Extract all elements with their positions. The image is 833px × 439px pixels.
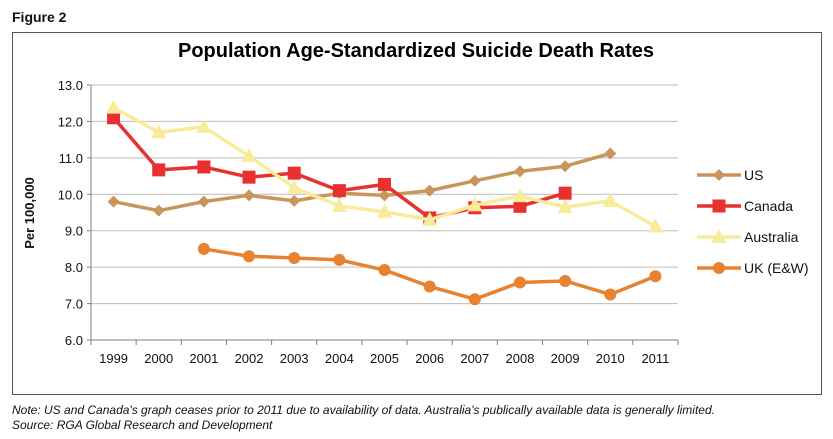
x-tick-labels: 1999 2000 2001 2002 2003 2004 2005 2006 2007 2008… [99, 351, 669, 366]
data-point-australia [196, 118, 212, 133]
x-tick-label: 2001 [189, 351, 218, 366]
x-tick-label: 2004 [325, 351, 354, 366]
legend-marker [713, 262, 725, 274]
x-tick-label: 2002 [235, 351, 264, 366]
data-point-us [378, 189, 391, 202]
data-point-uk-e-w [604, 288, 617, 301]
data-point-australia [647, 218, 663, 233]
data-point-us [152, 204, 165, 217]
x-tick-label: 2011 [641, 351, 669, 366]
legend-label: US [744, 167, 763, 183]
y-tick-label: 6.0 [65, 333, 83, 348]
series-line-us [113, 151, 611, 213]
x-tick-label: 2008 [506, 351, 535, 366]
y-axis-label: Per 100,000 [22, 177, 37, 249]
data-point-us [107, 195, 120, 208]
series-lines [106, 99, 663, 306]
x-tick-label: 2000 [144, 351, 173, 366]
data-point-us [243, 189, 256, 202]
legend-label: UK (E&W) [744, 260, 809, 276]
chart-notes: Note: US and Canada's graph ceases prior… [12, 403, 715, 433]
x-tick-label: 2006 [415, 351, 444, 366]
data-point-us [513, 165, 526, 178]
data-point-uk-e-w [197, 242, 210, 255]
chart-title: Population Age-Standardized Suicide Deat… [178, 40, 654, 62]
y-tick-label: 13.0 [58, 78, 83, 93]
x-tick-label: 2009 [551, 351, 580, 366]
data-point-australia [512, 188, 528, 203]
data-point-uk-e-w [378, 264, 391, 277]
data-point-canada [332, 184, 346, 198]
x-tick-label: 2003 [280, 351, 309, 366]
y-tick-labels: 6.0 7.0 8.0 9.0 10.0 11.0 12.0 13.0 [58, 78, 83, 348]
y-tick-label: 10.0 [58, 187, 83, 202]
y-tick-label: 11.0 [59, 151, 83, 166]
y-tick-label: 12.0 [58, 114, 83, 129]
figure-label: Figure 2 [12, 9, 67, 25]
data-point-us [559, 160, 572, 173]
x-tick-label: 2010 [596, 351, 625, 366]
chart-frame [12, 32, 822, 395]
legend-label: Australia [744, 229, 799, 245]
data-point-canada [107, 111, 121, 125]
data-point-australia [151, 124, 167, 139]
data-point-canada [558, 186, 572, 200]
data-point-australia [241, 148, 257, 163]
series-uk-e-w [197, 242, 662, 306]
data-point-us [423, 184, 436, 197]
data-point-australia [557, 199, 573, 214]
data-point-canada [197, 160, 211, 174]
data-point-us [197, 195, 210, 208]
y-tick-label: 8.0 [65, 260, 83, 275]
x-tick-label: 2005 [370, 351, 399, 366]
data-point-canada [152, 163, 166, 177]
data-point-uk-e-w [333, 253, 346, 266]
axes [87, 84, 679, 345]
source-line: Source: RGA Global Research and Developm… [12, 418, 273, 432]
data-point-us [468, 174, 481, 187]
legend-item-uk-e-w: UK (E&W) [697, 260, 809, 276]
data-point-canada [513, 199, 527, 213]
note-line: Note: US and Canada's graph ceases prior… [12, 403, 715, 417]
legend-marker [711, 229, 727, 243]
legend-label: Canada [744, 198, 793, 214]
data-point-australia [422, 211, 438, 226]
data-point-uk-e-w [559, 274, 572, 287]
data-point-uk-e-w [649, 270, 662, 283]
data-point-uk-e-w [513, 276, 526, 289]
data-point-canada [242, 170, 256, 184]
data-point-australia [106, 99, 122, 114]
data-point-us [288, 194, 301, 207]
data-point-australia [331, 197, 347, 212]
legend-item-canada: Canada [697, 198, 793, 214]
data-point-uk-e-w [243, 250, 256, 263]
data-point-us [604, 147, 617, 160]
y-tick-label: 9.0 [65, 224, 83, 239]
data-point-uk-e-w [468, 293, 481, 306]
legend-marker [712, 199, 726, 213]
data-point-australia [286, 179, 302, 194]
legend-item-us: US [697, 167, 763, 183]
data-point-australia [602, 192, 618, 207]
data-point-uk-e-w [288, 252, 301, 265]
data-point-canada [378, 177, 391, 191]
data-point-australia [467, 197, 483, 212]
legend-marker [713, 169, 725, 181]
x-tick-label: 1999 [99, 351, 128, 366]
series-australia [106, 99, 663, 233]
data-point-uk-e-w [423, 280, 436, 293]
data-point-canada [287, 166, 301, 180]
legend-item-australia: Australia [697, 229, 799, 245]
y-tick-label: 7.0 [65, 297, 83, 312]
data-point-australia [377, 203, 392, 218]
x-tick-label: 2007 [460, 351, 489, 366]
legend: US Canada Australia UK (E&W) [697, 167, 809, 276]
